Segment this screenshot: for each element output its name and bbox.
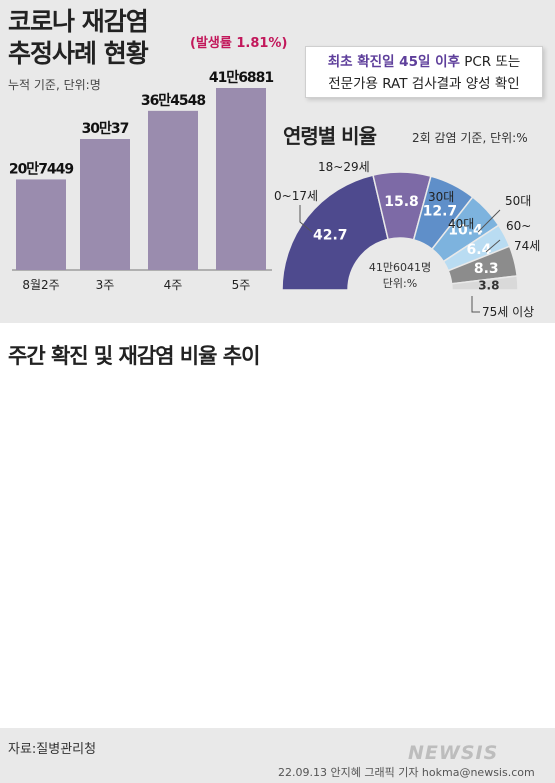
- age-category-label: 30대: [428, 190, 454, 204]
- age-slice-value: 12.7: [423, 203, 458, 219]
- note-line1-rest: PCR 또는: [459, 54, 521, 70]
- age-slice: [281, 174, 390, 291]
- age-ratio-unit-note: 2회 감염 기준, 단위:%: [412, 131, 528, 145]
- age-category-label: 18~29세: [318, 160, 370, 174]
- cumulative-bar-value: 30만37: [82, 121, 129, 137]
- cumulative-bar: [216, 88, 266, 270]
- weekly-title: 주간 확진 및 재감염 비율 추이: [8, 344, 260, 368]
- cumulative-bar-value: 20만7449: [9, 161, 74, 177]
- newsis-logo: NEWSIS: [408, 742, 499, 764]
- age-slice-value: 10.4: [448, 223, 483, 239]
- age-slice-value: 3.8: [478, 279, 499, 293]
- age-category-label: 60~: [506, 219, 531, 233]
- note-line2: 전문가용 RAT 검사결과 양성 확인: [328, 76, 520, 92]
- age-leader-line: [485, 239, 501, 253]
- source-text: 자료:질병관리청: [8, 742, 97, 757]
- definition-note-box: 최초 확진일 45일 이후 PCR 또는 전문가용 RAT 검사결과 양성 확인: [305, 46, 543, 98]
- weekly-panel: [0, 323, 555, 728]
- cumulative-bar: [148, 110, 198, 270]
- age-ratio-title: 연령별 비율: [283, 124, 377, 148]
- cumulative-tick-label: 3주: [96, 278, 115, 292]
- age-slice-value: 6.4: [467, 242, 492, 258]
- cumulative-title: 코로나 재감염 추정사례 현황: [8, 7, 149, 68]
- cumulative-tick-label: 8월2주: [22, 278, 59, 292]
- cumulative-bar: [16, 179, 66, 270]
- age-leader-line: [299, 205, 313, 233]
- age-center-unit: 단위:%: [383, 277, 417, 290]
- age-category-label: 40대: [448, 217, 474, 231]
- note-highlight: 최초 확진일 45일 이후: [327, 54, 460, 70]
- age-slice-value: 8.3: [474, 261, 499, 277]
- age-leader-line: [471, 296, 480, 313]
- age-center-total: 41만6041명: [369, 261, 431, 274]
- age-slice: [450, 275, 519, 291]
- cumulative-bar-value: 36만4548: [141, 93, 206, 109]
- age-category-label: 50대: [505, 194, 531, 208]
- age-slice-value: 15.8: [384, 194, 419, 210]
- cumulative-bar-value: 41만6881: [209, 70, 274, 86]
- age-category-label: 75세 이상: [482, 305, 534, 319]
- cumulative-bar: [80, 139, 130, 270]
- age-leader-line: [477, 209, 501, 233]
- credit-text: 22.09.13 안지혜 그래픽 기자 hokma@newsis.com: [278, 766, 535, 779]
- age-slice-value: 42.7: [313, 228, 348, 244]
- incidence-rate-label: (발생률 1.81%): [190, 36, 288, 51]
- age-category-label: 74세: [514, 239, 540, 253]
- cumulative-tick-label: 5주: [232, 278, 251, 292]
- age-category-label: 0~17세: [274, 189, 318, 203]
- cumulative-unit-note: 누적 기준, 단위:명: [8, 78, 101, 92]
- cumulative-tick-label: 4주: [164, 278, 183, 292]
